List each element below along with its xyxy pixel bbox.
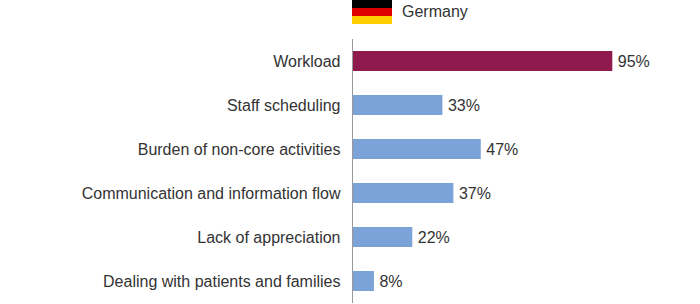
svg-text:Lack of appreciation: Lack of appreciation bbox=[197, 229, 340, 246]
svg-text:Burden of non-core activities: Burden of non-core activities bbox=[138, 141, 341, 158]
svg-text:47%: 47% bbox=[486, 141, 518, 158]
html-text:Germany: Germany bbox=[402, 3, 468, 20]
svg-text:22%: 22% bbox=[418, 229, 450, 246]
svg-text:33%: 33% bbox=[448, 97, 480, 114]
svg-text:Workload: Workload bbox=[273, 53, 340, 70]
svg-text:Dealing with patients and fami: Dealing with patients and families bbox=[103, 273, 340, 290]
svg-text:Staff scheduling: Staff scheduling bbox=[227, 97, 341, 114]
svg-text:37%: 37% bbox=[459, 185, 491, 202]
svg-text:8%: 8% bbox=[379, 273, 402, 290]
svg-text:Communication and information: Communication and information flow bbox=[82, 185, 341, 202]
svg-text:95%: 95% bbox=[618, 53, 650, 70]
